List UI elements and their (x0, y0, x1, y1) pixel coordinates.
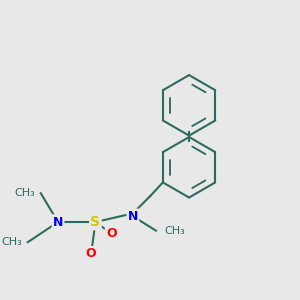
Text: O: O (106, 227, 117, 240)
Text: CH₃: CH₃ (14, 188, 35, 198)
Text: O: O (86, 247, 97, 260)
Text: S: S (91, 215, 100, 229)
Text: CH₃: CH₃ (1, 237, 22, 247)
Text: CH₃: CH₃ (165, 226, 185, 236)
Text: N: N (53, 215, 63, 229)
Text: N: N (128, 210, 138, 223)
